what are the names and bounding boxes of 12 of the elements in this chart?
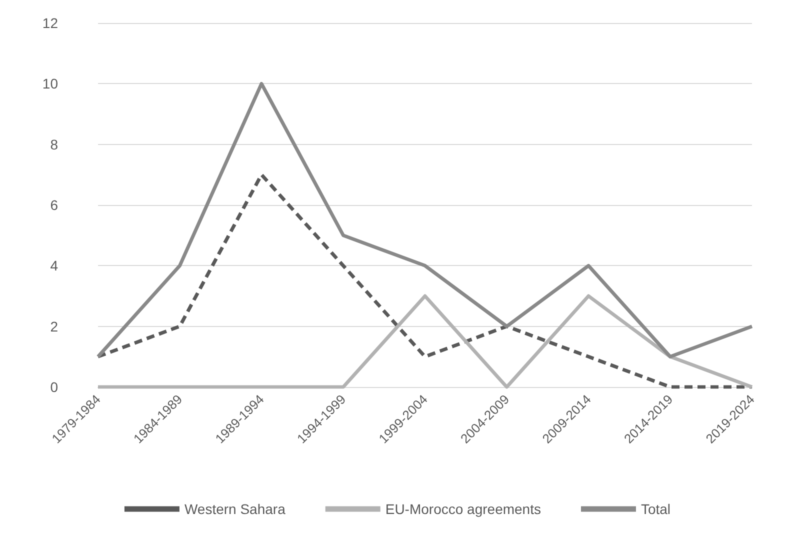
y-tick-label: 6 [50, 197, 58, 213]
y-tick-label: 8 [50, 136, 58, 152]
y-tick-label: 10 [42, 76, 58, 92]
legend-label: EU-Morocco agreements [385, 501, 541, 517]
y-tick-label: 4 [50, 258, 58, 274]
line-series [96, 172, 754, 389]
line-series [96, 82, 754, 358]
y-tick-label: 0 [50, 379, 58, 395]
y-tick-label: 2 [50, 318, 58, 334]
legend-label: Total [640, 501, 671, 517]
legend-label: Western Sahara [184, 501, 286, 517]
y-tick-label: 12 [42, 15, 58, 31]
